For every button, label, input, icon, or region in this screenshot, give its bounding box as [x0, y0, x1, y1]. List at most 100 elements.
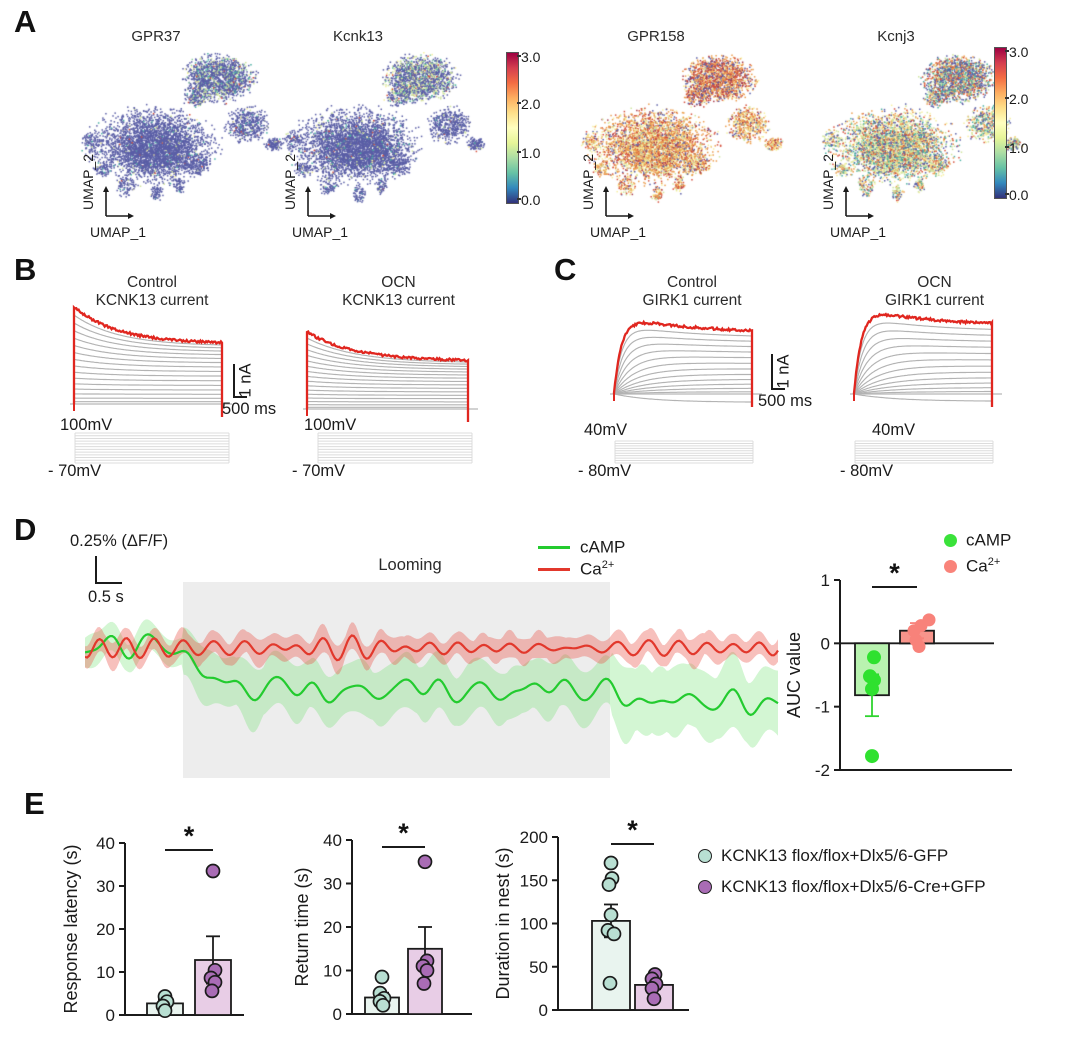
- legend-item-ca: Ca2+: [538, 558, 625, 580]
- df-f-scalebar-label: 0.25% (ΔF/F): [70, 532, 169, 550]
- trace-title-ocn-kcnk13: OCN KCNK13 current: [342, 274, 455, 309]
- umap-x-axis-label: UMAP_1: [830, 224, 887, 240]
- umap-title: Kcnk13: [332, 28, 384, 45]
- svg-text:30: 30: [323, 875, 342, 894]
- svg-text:*: *: [889, 558, 900, 588]
- voltage-bottom-label: - 70mV: [292, 462, 346, 480]
- time-scalebar-label: 0.5 s: [88, 588, 124, 606]
- umap-x-axis-label: UMAP_1: [90, 224, 147, 240]
- genotype-legend: KCNK13 flox/flox+Dlx5/6-GFP KCNK13 flox/…: [698, 840, 986, 902]
- svg-text:*: *: [627, 815, 638, 845]
- legend-item-ca: Ca2+: [944, 553, 1011, 579]
- legend-item-camp: cAMP: [944, 527, 1011, 553]
- scalebar-vertical: [771, 354, 773, 390]
- camp-line-swatch: [538, 545, 570, 549]
- scalebar-vertical: [233, 364, 235, 398]
- trace-title-control-girk1: Control GIRK1 current: [642, 274, 742, 309]
- looming-label: Looming: [378, 556, 442, 574]
- svg-text:0: 0: [106, 1006, 115, 1025]
- svg-text:Duration in nest (s): Duration in nest (s): [493, 847, 513, 999]
- svg-text:1: 1: [821, 571, 830, 590]
- svg-text:0: 0: [821, 634, 830, 653]
- legend-item-gfp: KCNK13 flox/flox+Dlx5/6-GFP: [698, 840, 986, 871]
- voltage-step-protocol: [74, 432, 230, 464]
- scalebar-vertical: [95, 556, 97, 584]
- svg-text:150: 150: [520, 871, 548, 890]
- umap-scatter-canvas: [266, 44, 486, 204]
- panel-label-a: A: [14, 4, 37, 39]
- svg-text:20: 20: [323, 918, 342, 937]
- umap-plot-gpr37: GPR37 UMAP_2 UMAP_1: [56, 28, 292, 240]
- trace-title-ocn-girk1: OCN GIRK1 current: [884, 274, 985, 309]
- voltage-top-label: 100mV: [60, 416, 113, 434]
- umap-axis-arrows-icon: [305, 186, 336, 219]
- cre-gfp-dot-swatch: [698, 879, 712, 894]
- girk1-current-traces-control: [610, 319, 762, 407]
- colorbar-tick: 0.0: [521, 192, 541, 208]
- umap-title: GPR37: [131, 28, 181, 45]
- svg-text:-1: -1: [815, 698, 830, 717]
- expression-colorbar: 3.0 2.0 1.0 0.0: [994, 44, 1028, 203]
- voltage-step-protocol: [317, 432, 473, 464]
- duration-in-nest-chart: 200 150 100 50 0 * Duration in nest (s): [493, 815, 689, 1020]
- voltage-bottom-label: - 70mV: [48, 462, 102, 480]
- umap-x-axis-label: UMAP_1: [590, 224, 647, 240]
- umap-plot-gpr158: GPR158 UMAP_2 UMAP_1: [556, 28, 792, 240]
- scalebar-horizontal: [95, 582, 122, 584]
- kcnk13-current-traces-ocn: [303, 329, 478, 422]
- colorbar-tick: 1.0: [521, 145, 541, 161]
- svg-text:20: 20: [96, 920, 115, 939]
- voltage-top-label: 40mV: [872, 421, 916, 439]
- umap-title: GPR158: [627, 28, 685, 45]
- umap-y-axis-label: UMAP_2: [80, 153, 96, 211]
- umap-title: Kcnj3: [877, 28, 915, 45]
- colorbar-tick: 2.0: [1009, 91, 1029, 107]
- legend-item-camp: cAMP: [538, 536, 625, 558]
- colorbar-tick: 1.0: [1009, 140, 1029, 156]
- panel-label-c: C: [554, 252, 577, 287]
- colorbar-tick: 3.0: [521, 49, 541, 65]
- umap-axis-arrows-icon: [603, 186, 634, 219]
- umap-y-axis-label: UMAP_2: [820, 153, 836, 211]
- svg-text:*: *: [398, 818, 409, 848]
- svg-text:AUC value: AUC value: [784, 632, 804, 718]
- umap-axis-arrows-icon: [843, 186, 874, 219]
- svg-text:50: 50: [529, 958, 548, 977]
- scalebar-horizontal: [771, 388, 785, 390]
- svg-text:200: 200: [520, 828, 548, 847]
- umap-plot-kcnj3: Kcnj3 UMAP_2 UMAP_1: [796, 28, 1032, 240]
- response-latency-chart: 40 30 20 10 0 * Response latency (s): [61, 821, 244, 1025]
- kcnk13-current-traces-control: [70, 304, 232, 417]
- trace-title-control-kcnk13: Control KCNK13 current: [95, 274, 209, 309]
- camp-dot-swatch: [944, 533, 957, 547]
- umap-plot-kcnk13: Kcnk13 UMAP_2 UMAP_1: [258, 28, 494, 240]
- voltage-bottom-label: - 80mV: [578, 462, 632, 480]
- svg-text:30: 30: [96, 877, 115, 896]
- svg-text:40: 40: [323, 831, 342, 850]
- scalebar-current-label: 1 nA: [774, 354, 793, 389]
- return-time-chart: 40 30 20 10 0 * Return time (s): [292, 818, 472, 1024]
- scalebar-time-label: 500 ms: [222, 400, 277, 418]
- umap-y-axis-label: UMAP_2: [580, 153, 596, 211]
- colorbar-tick: 2.0: [521, 96, 541, 112]
- voltage-step-protocol: [614, 440, 754, 464]
- trace-line-legend: cAMP Ca2+: [538, 536, 625, 580]
- umap-y-axis-label: UMAP_2: [282, 153, 298, 211]
- umap-scatter-canvas: [564, 44, 784, 204]
- gfp-dot-swatch: [698, 848, 712, 863]
- scalebar-horizontal: [233, 396, 247, 398]
- ca-dot-swatch: [944, 559, 957, 573]
- svg-text:0: 0: [333, 1005, 342, 1024]
- svg-text:-2: -2: [815, 761, 830, 780]
- panel-label-e: E: [24, 786, 45, 821]
- scalebar-current-label: 1 nA: [236, 363, 255, 398]
- umap-x-axis-label: UMAP_1: [292, 224, 349, 240]
- photometry-traces: [85, 582, 779, 778]
- svg-text:0: 0: [539, 1001, 548, 1020]
- colorbar-tick: 3.0: [1009, 44, 1029, 60]
- auc-dot-legend: cAMP Ca2+: [944, 527, 1011, 579]
- voltage-top-label: 40mV: [584, 421, 628, 439]
- umap-scatter-canvas: [804, 44, 1024, 204]
- svg-text:Return time (s): Return time (s): [292, 867, 312, 986]
